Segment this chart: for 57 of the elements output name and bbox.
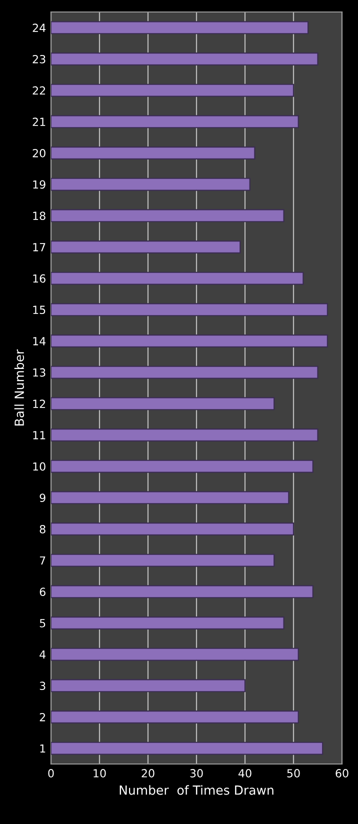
bar (51, 303, 328, 316)
bar (51, 491, 290, 504)
y-tick-label: 9 (40, 494, 46, 502)
bar (51, 272, 304, 285)
bar (51, 585, 314, 598)
bar (51, 428, 318, 442)
y-tick-label: 21 (32, 118, 46, 126)
bar (51, 522, 294, 536)
bar (51, 115, 299, 128)
y-tick-label: 8 (40, 524, 46, 534)
y-tick-label: 2 (40, 712, 46, 722)
bar (51, 679, 246, 692)
bar (51, 240, 241, 254)
y-axis-title: Ball Number (14, 349, 24, 426)
bar (51, 742, 324, 755)
y-tick-label: 10 (33, 462, 46, 471)
y-tick-label: 17 (33, 243, 46, 252)
y-tick-label: 13 (33, 368, 46, 377)
bar (51, 84, 294, 97)
bar (51, 397, 275, 410)
y-tick-label: 14 (33, 337, 46, 346)
y-tick-label: 11 (33, 431, 46, 440)
x-tick-label: 30 (190, 769, 203, 778)
y-tick-label: 16 (33, 274, 46, 283)
y-tick-label: 24 (32, 24, 46, 32)
y-tick-label: 20 (32, 148, 46, 158)
y-tick-label: 23 (32, 54, 46, 64)
y-tick-label: 12 (33, 400, 46, 408)
bar (51, 616, 284, 630)
bar (51, 209, 284, 222)
x-tick-label: 40 (238, 769, 252, 778)
y-tick-label: 4 (40, 650, 46, 659)
x-tick-label: 50 (287, 769, 300, 778)
y-tick-label: 1 (40, 744, 46, 753)
bar (51, 21, 309, 34)
bar (51, 178, 250, 191)
y-tick-label: 22 (32, 86, 46, 95)
y-tick-label: 6 (40, 588, 46, 596)
x-tick-label: 60 (336, 769, 348, 778)
x-tick-label: 10 (94, 769, 106, 778)
y-tick-label: 18 (33, 212, 46, 220)
x-tick-label: 0 (48, 769, 54, 778)
x-tick-label: 20 (142, 769, 154, 778)
bar (51, 710, 299, 724)
bar (51, 146, 256, 160)
x-axis-title: Number of Times Drawn (120, 785, 274, 795)
y-tick-label: 3 (40, 682, 46, 690)
y-tick-label: 15 (33, 306, 46, 314)
bar (51, 554, 275, 567)
bar (51, 366, 318, 379)
y-tick-label: 7 (40, 556, 46, 565)
y-tick-label: 5 (40, 619, 46, 628)
bar (51, 52, 318, 66)
bar (51, 334, 328, 348)
bar (51, 648, 299, 661)
bar (51, 460, 314, 473)
y-tick-label: 19 (33, 180, 46, 189)
